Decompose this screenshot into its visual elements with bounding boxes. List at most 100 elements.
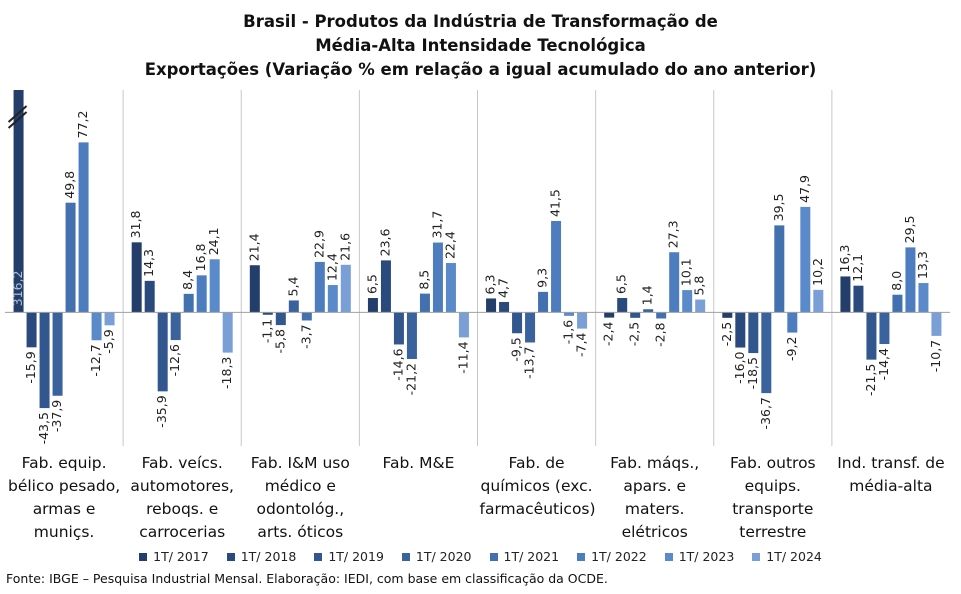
bar [748, 312, 759, 354]
x-tick-label: Fab. veícs. automotores, reboqs. e carro… [130, 454, 234, 541]
value-label: -11,4 [455, 341, 470, 373]
bar [931, 312, 942, 336]
bar [78, 142, 89, 313]
legend-label: 1T/ 2018 [240, 549, 297, 564]
legend-item: 1T/ 2023 [664, 549, 734, 564]
bar [458, 312, 469, 338]
bar [262, 312, 273, 315]
value-label: -5,9 [101, 329, 116, 353]
bar [853, 285, 864, 313]
value-label: 21,4 [246, 233, 261, 261]
bar [157, 312, 168, 392]
value-label: -2,5 [719, 322, 734, 346]
bar [735, 312, 746, 348]
bar [800, 206, 811, 313]
legend-label: 1T/ 2019 [328, 549, 384, 564]
bar [577, 312, 588, 329]
break-mark [7, 105, 28, 123]
bar [905, 247, 916, 313]
value-label: 13,3 [915, 251, 930, 279]
legend-item: 1T/ 2019 [314, 549, 384, 564]
value-label: -10,7 [928, 340, 943, 372]
bar [538, 291, 549, 313]
x-tick-label: Fab. de químicos (exc. farmacêuticos) [479, 454, 596, 518]
bar [617, 298, 628, 313]
value-label: -2,4 [601, 322, 616, 346]
legend-item: 1T/ 2020 [401, 549, 472, 564]
value-label: 31,8 [128, 210, 143, 238]
legend-swatch [664, 553, 673, 561]
bar [432, 242, 443, 313]
x-tick-label: Fab. I&M uso médico e odontológ., arts. … [250, 454, 350, 541]
legend-item: 1T/ 2022 [577, 549, 647, 564]
bar [170, 312, 181, 341]
value-label: -18,5 [745, 357, 760, 389]
value-label: 49,8 [62, 171, 77, 199]
bar [656, 312, 667, 319]
value-label: -35,9 [154, 395, 169, 427]
value-label: -9,5 [509, 337, 524, 361]
bars [13, 90, 942, 409]
value-label: -2,8 [653, 322, 668, 346]
value-label: -37,9 [49, 400, 64, 432]
value-label: 12,4 [324, 253, 339, 281]
bar [275, 312, 286, 326]
value-label: 29,5 [902, 216, 917, 244]
bar [879, 312, 890, 345]
bar [131, 242, 142, 313]
bar [393, 312, 404, 345]
bar [196, 275, 207, 313]
value-label: 22,4 [442, 231, 457, 259]
value-label: -12,6 [167, 344, 182, 376]
value-label: 47,9 [797, 175, 812, 203]
bar [630, 312, 641, 318]
chart-title: Brasil - Produtos da Indústria de Transf… [243, 12, 718, 55]
bar [813, 289, 824, 313]
bar [551, 220, 562, 313]
value-label: -18,3 [219, 357, 234, 389]
bar [144, 280, 155, 313]
legend-label: 1T/ 2020 [415, 549, 472, 564]
bar [669, 252, 680, 313]
bar [840, 276, 851, 313]
value-label: 16,8 [193, 243, 208, 271]
bar [866, 312, 877, 360]
legend-swatch [401, 553, 410, 561]
legend-swatch [314, 553, 323, 561]
bar [682, 290, 693, 313]
value-label: 27,3 [666, 220, 681, 248]
value-label: 316,2 [10, 271, 25, 307]
bar [445, 263, 456, 313]
value-label: -7,4 [574, 333, 589, 357]
bar [512, 312, 523, 334]
value-label: 16,3 [837, 245, 852, 273]
value-label: 12,1 [850, 254, 865, 282]
bar [327, 285, 338, 313]
value-label: -21,2 [403, 363, 418, 395]
value-label: 5,4 [285, 277, 300, 297]
value-label: -5,8 [272, 329, 287, 353]
legend-item: 1T/ 2021 [489, 549, 559, 564]
bar [301, 312, 312, 321]
bar [249, 265, 260, 313]
value-label: 31,7 [429, 211, 444, 239]
value-label: -36,7 [758, 397, 773, 429]
value-label: -3,7 [298, 324, 313, 348]
bar [486, 298, 497, 313]
bar [340, 264, 351, 313]
bar [695, 299, 706, 313]
legend-swatch [489, 553, 498, 561]
bar [380, 260, 391, 313]
value-label: 22,9 [311, 230, 326, 258]
bar [892, 294, 903, 313]
break-mark [7, 111, 28, 129]
value-label: 8,4 [180, 270, 195, 290]
value-label: -43,5 [36, 412, 51, 444]
bar [26, 312, 37, 348]
legend-item: 1T/ 2017 [139, 549, 209, 564]
value-label: -14,4 [876, 348, 891, 380]
value-label: 39,5 [771, 194, 786, 222]
bar [419, 293, 430, 313]
value-label: -14,6 [390, 348, 405, 380]
legend-item: 1T/ 2024 [752, 549, 822, 564]
